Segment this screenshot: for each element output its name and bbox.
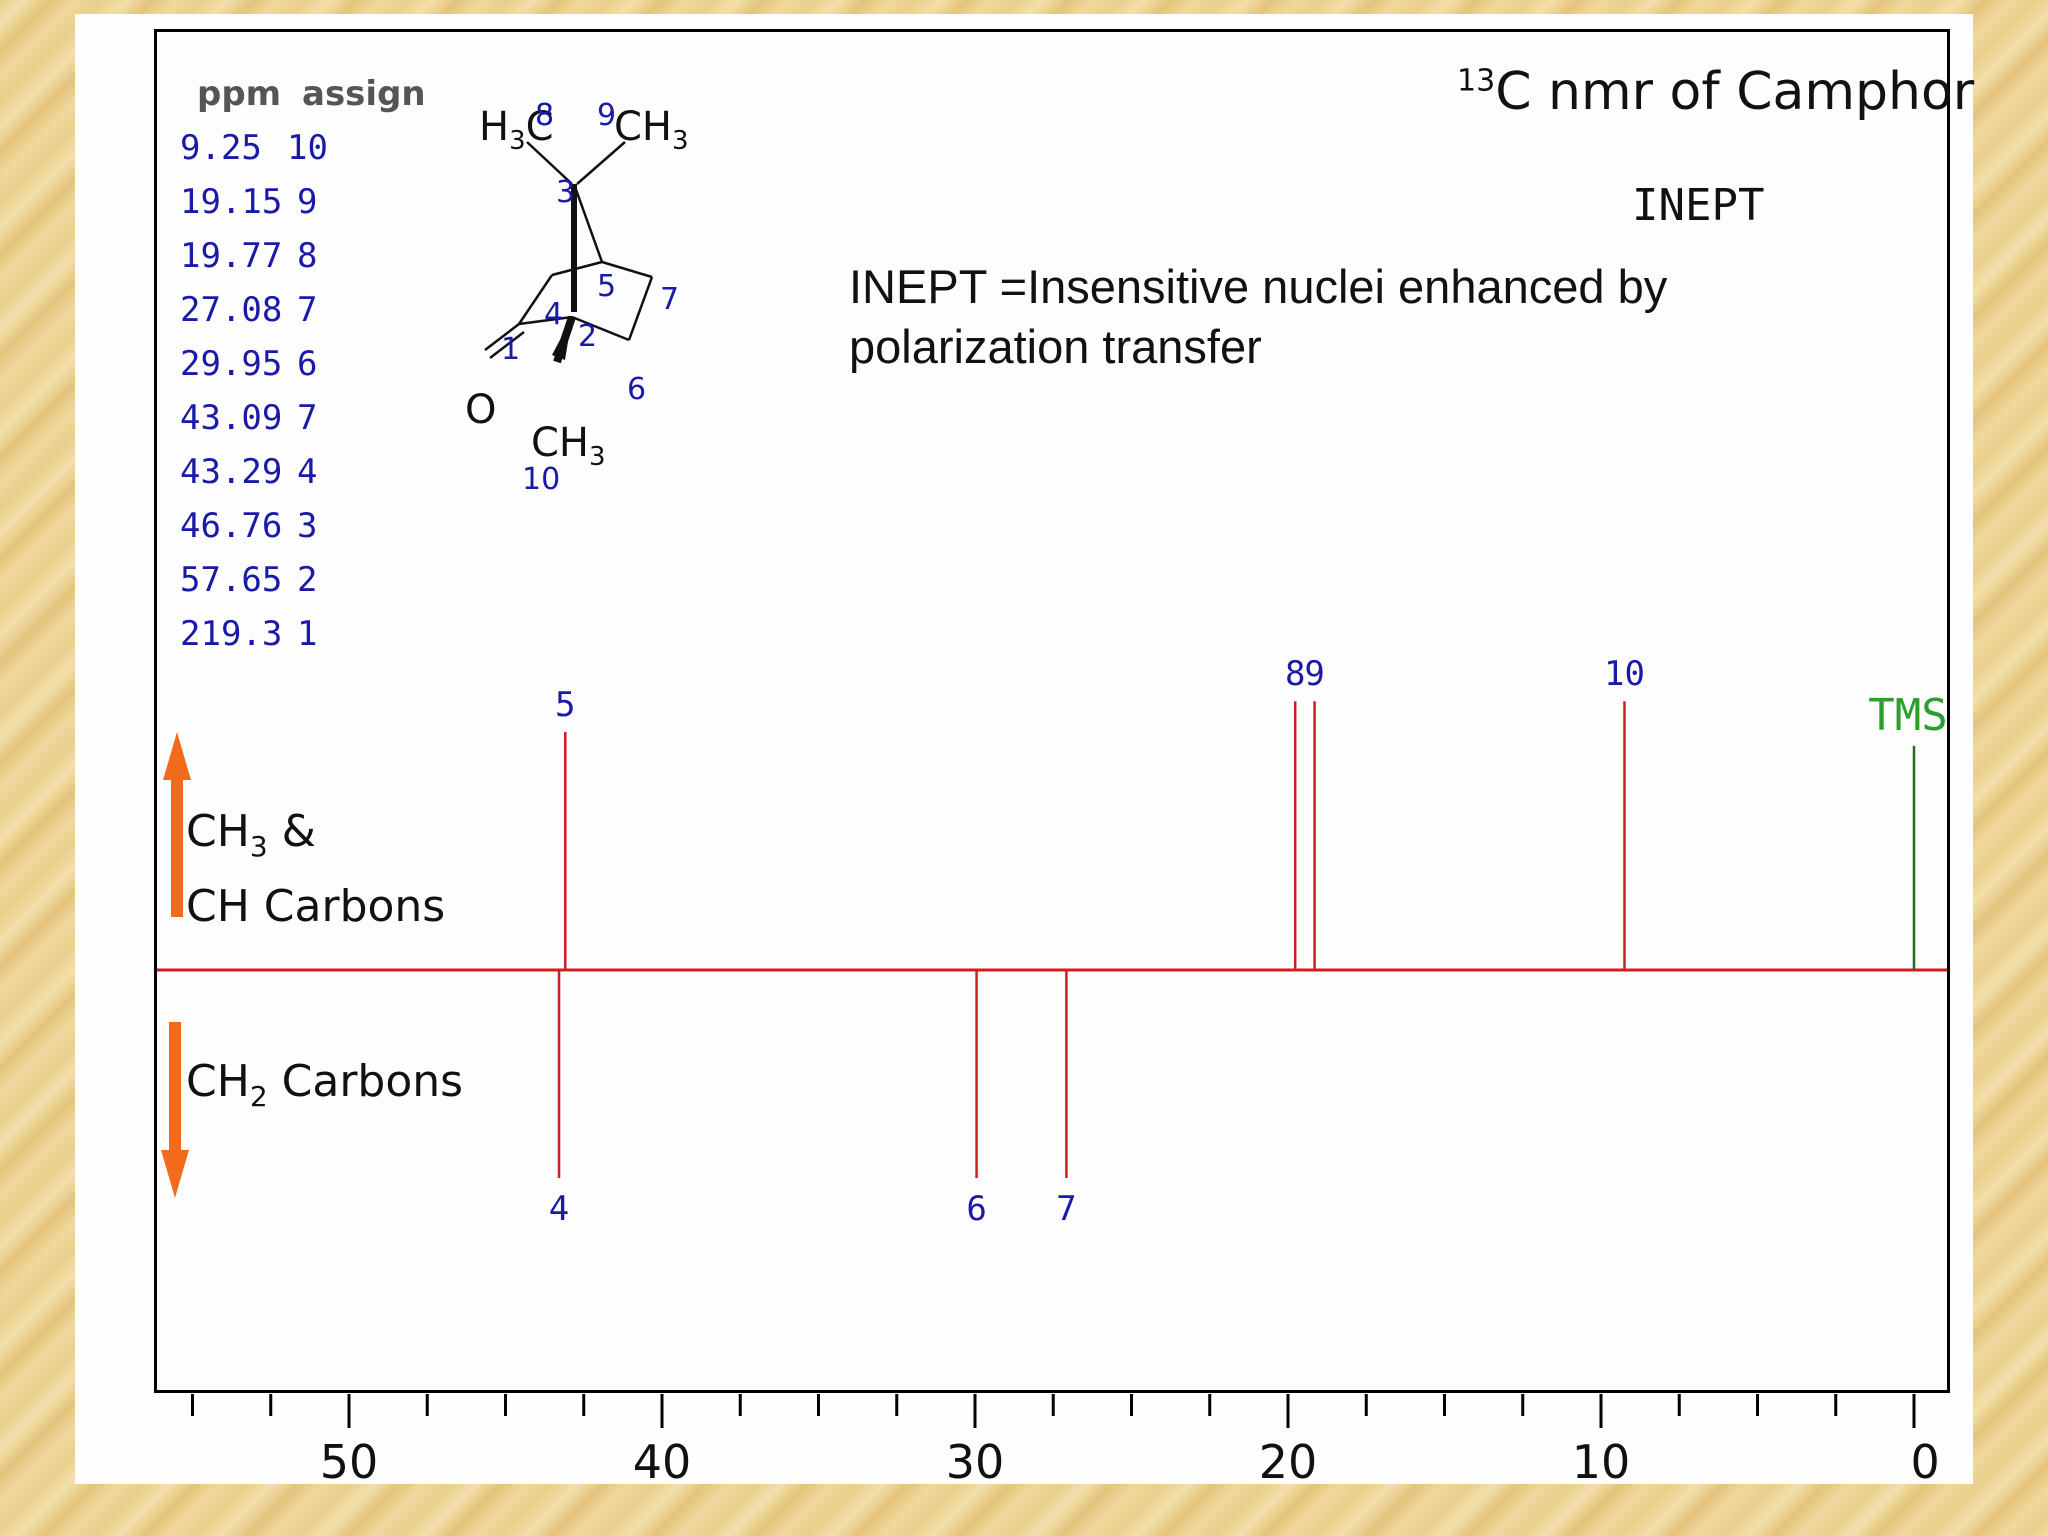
table-cell-ppm: 29.95 (180, 344, 283, 384)
x-tick-label: 50 (320, 1435, 379, 1489)
mol-atom-5: 5 (597, 269, 617, 304)
down-arrow-head (161, 1150, 189, 1198)
ch2-label: CH2 Carbons (186, 1056, 464, 1113)
mol-ch3-10-label: CH3 (531, 420, 606, 472)
x-tick-label: 10 (1572, 1435, 1631, 1489)
table-cell-ppm: 27.08 (180, 290, 283, 330)
table-cell-assign: 2 (297, 560, 318, 600)
table-cell-assign: 10 (287, 128, 328, 168)
peak-label-10: 10 (1604, 654, 1645, 694)
x-tick-label: 0 ppm (1910, 1435, 1947, 1489)
peak-label-8: 8 (1285, 654, 1305, 694)
peak-label-4: 4 (549, 1189, 569, 1229)
table-cell-assign: 8 (297, 236, 318, 276)
table-cell-ppm: 9.25 (180, 128, 262, 168)
peak-label-9: 9 (1304, 654, 1324, 694)
chart-title: 13C nmr of Camphor (1457, 62, 1975, 122)
mol-atom-4: 4 (544, 297, 564, 332)
ch3-ch-label: CH3 & CH Carbons (186, 806, 446, 932)
table-cell-assign: 4 (297, 452, 318, 492)
x-tick-label: 40 (633, 1435, 692, 1489)
mol-atom-3: 3 (556, 175, 576, 210)
inept-definition-line1: INEPT =Insensitive nuclei enhanced by (849, 260, 1668, 313)
inept-definition: INEPT =Insensitive nuclei enhanced by po… (849, 257, 1667, 377)
chart-subtitle: INEPT (1632, 180, 1765, 231)
mol-atom-10: 10 (522, 462, 561, 497)
table-cell-ppm: 19.15 (180, 182, 283, 222)
peak-label-5: 5 (555, 685, 575, 725)
mol-h3c-label: H3C (479, 104, 554, 156)
mol-atom-1: 1 (501, 332, 521, 367)
table-cell-ppm: 57.65 (180, 560, 283, 600)
x-tick-label: 20 (1259, 1435, 1318, 1489)
mol-oxygen-label: O (465, 387, 497, 433)
table-cell-ppm: 43.09 (180, 398, 283, 438)
table-cell-assign: 1 (297, 614, 318, 654)
mol-atom-9: 9 (597, 98, 617, 133)
table-cell-assign: 7 (297, 398, 318, 438)
table-header-assign: assign (302, 74, 426, 114)
table-cell-assign: 3 (297, 506, 318, 546)
up-arrow-head (163, 732, 191, 780)
table-cell-ppm: 219.3 (180, 614, 283, 654)
mol-atom-6: 6 (627, 372, 647, 407)
peak-label-tms: TMS (1868, 690, 1947, 741)
peak-label-6: 6 (966, 1189, 986, 1229)
table-cell-assign: 6 (297, 344, 318, 384)
mol-atom-7: 7 (660, 282, 680, 317)
table-cell-assign: 9 (297, 182, 318, 222)
peak-label-7: 7 (1056, 1189, 1076, 1229)
mol-ch3-9-label: CH3 (614, 104, 689, 156)
table-cell-ppm: 46.76 (180, 506, 283, 546)
mol-atom-8: 8 (535, 98, 555, 133)
camphor-structure (484, 141, 654, 364)
nmr-spectrum: 5 4 6 7 89 10 TMS 50 40 30 20 10 0 ppm (157, 654, 1947, 1489)
table-header-ppm: ppm (197, 74, 282, 114)
mol-atom-2: 2 (578, 319, 598, 354)
table-cell-ppm: 19.77 (180, 236, 283, 276)
inept-definition-line2: polarization transfer (849, 320, 1262, 373)
table-cell-ppm: 43.29 (180, 452, 283, 492)
x-tick-label: 30 (946, 1435, 1005, 1489)
table-cell-assign: 7 (297, 290, 318, 330)
